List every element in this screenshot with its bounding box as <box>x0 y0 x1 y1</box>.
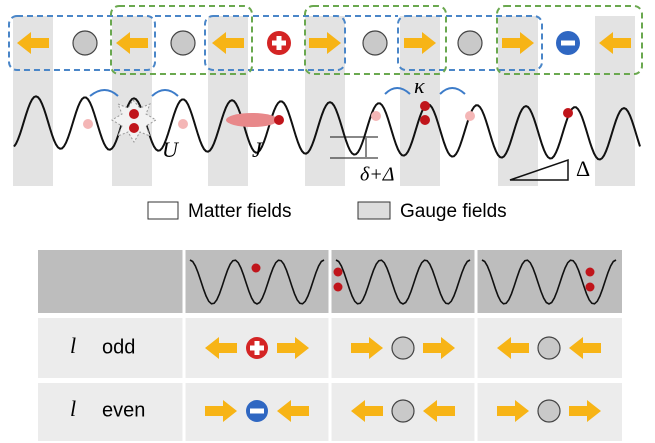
sign <box>250 409 264 414</box>
particle <box>586 283 595 292</box>
site <box>171 31 195 55</box>
site <box>538 400 560 422</box>
diagram: U J κ δ+Δ Δ Matter fields Gauge fields l… <box>0 0 655 443</box>
site <box>538 337 560 359</box>
particle <box>334 268 343 277</box>
sign <box>561 41 575 46</box>
row-index: l <box>70 333 76 358</box>
table: l odd l even <box>38 250 622 441</box>
matter-swatch <box>148 202 178 219</box>
gauge-swatch <box>358 202 390 219</box>
legend-label: Gauge fields <box>400 201 507 222</box>
particle <box>334 283 343 292</box>
hopping-label: J <box>252 137 263 162</box>
legend-label: Matter fields <box>188 201 291 222</box>
coupling-label: κ <box>414 73 425 98</box>
site <box>363 31 387 55</box>
site <box>392 400 414 422</box>
row-index: l <box>70 396 76 421</box>
offset-label: δ+Δ <box>360 164 395 186</box>
sign <box>277 36 282 50</box>
sign <box>255 341 260 355</box>
site <box>458 31 482 55</box>
row-parity: even <box>102 399 145 421</box>
onsite-label: U <box>162 137 180 162</box>
site <box>73 31 97 55</box>
row-parity: odd <box>102 336 135 358</box>
particle <box>586 268 595 277</box>
particle <box>252 264 261 273</box>
tilt-label: Δ <box>576 156 590 181</box>
site <box>392 337 414 359</box>
